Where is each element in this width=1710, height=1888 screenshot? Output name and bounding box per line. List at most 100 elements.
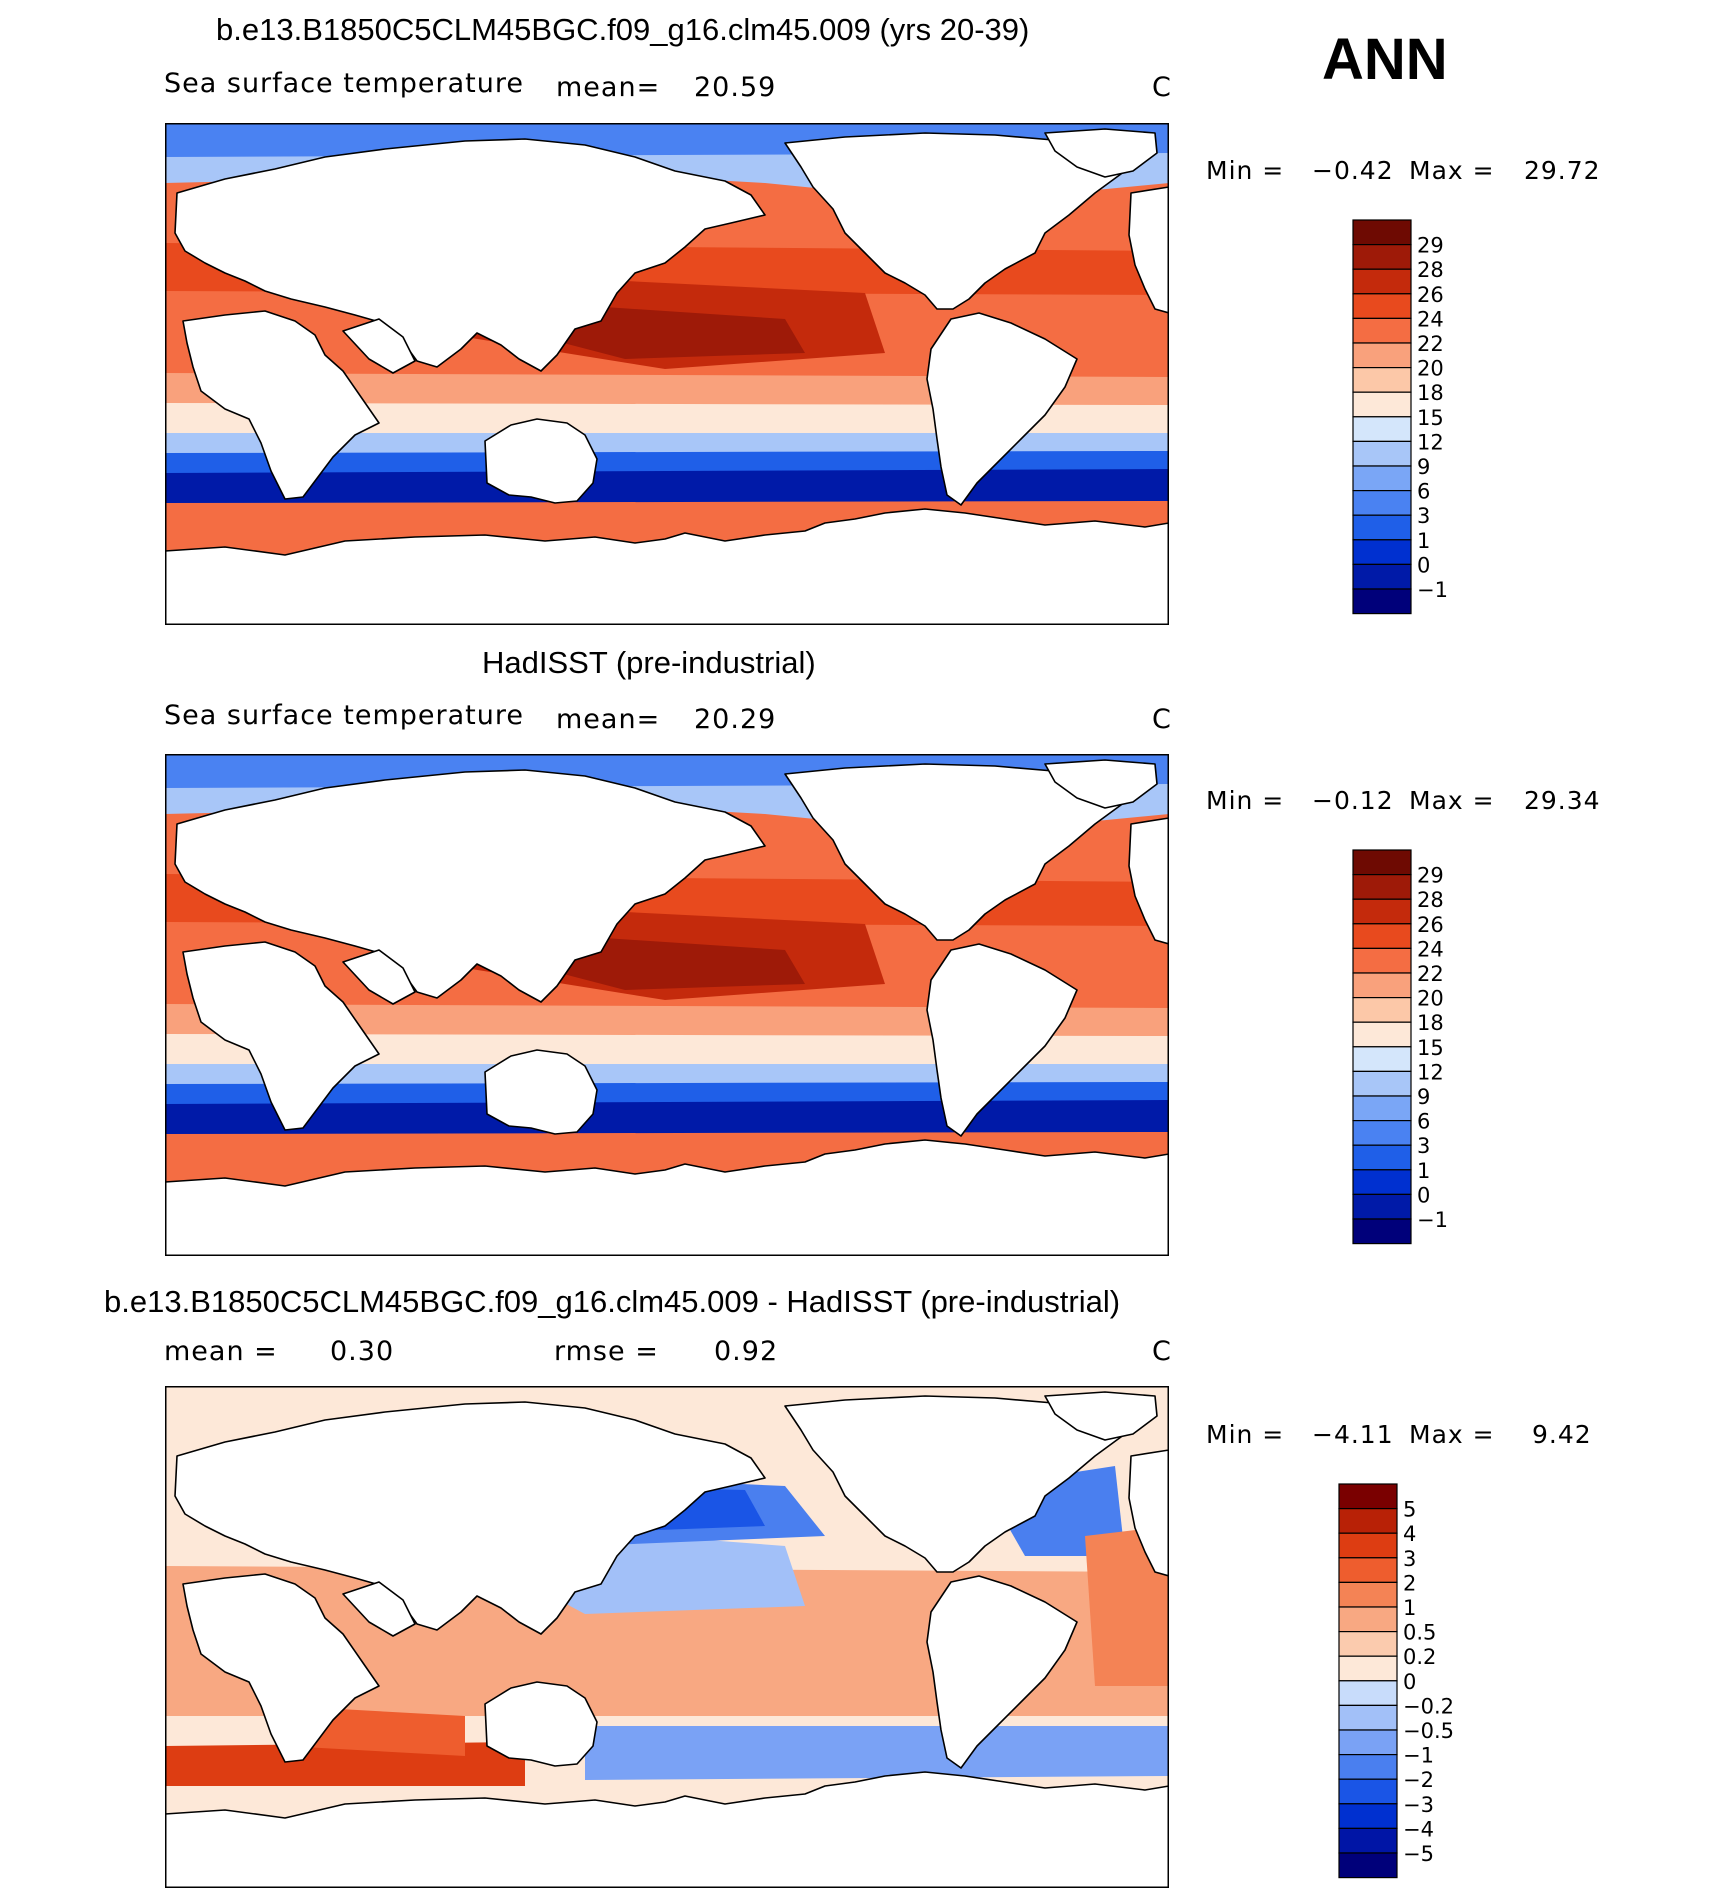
colorbar-box	[1352, 293, 1412, 320]
colorbar-tick-label: 0	[1403, 1670, 1416, 1694]
continents	[165, 128, 1169, 625]
colorbar-tick-label: 4	[1403, 1522, 1416, 1546]
panel-1-max-value: 29.72	[1524, 156, 1601, 185]
panel-1-map	[165, 123, 1169, 625]
colorbar-box	[1338, 1680, 1398, 1707]
colorbar-box	[1338, 1827, 1398, 1854]
panel-3-max-label: Max =	[1409, 1420, 1495, 1449]
colorbar-box	[1338, 1581, 1398, 1608]
colorbar-box	[1352, 465, 1412, 492]
colorbar-tick-label: 12	[1417, 430, 1444, 454]
land-greenland	[1044, 128, 1158, 178]
panel-1-mean-value: 20.59	[694, 72, 777, 103]
panel-3-max-value: 9.42	[1532, 1420, 1592, 1449]
colorbar-box	[1352, 563, 1412, 590]
land-eurasia	[174, 769, 766, 1003]
colorbar-box	[1352, 874, 1412, 900]
colorbar-tick-label: 15	[1417, 1036, 1444, 1060]
colorbar-tick-label: 6	[1417, 480, 1430, 504]
colorbar-box	[1352, 1193, 1412, 1220]
colorbar-tick-label: 15	[1417, 406, 1444, 430]
colorbar-tick-label: 20	[1417, 987, 1444, 1011]
colorbar-tick-label: −0.5	[1403, 1719, 1454, 1743]
colorbar-box	[1352, 416, 1412, 443]
colorbar-box	[1352, 1070, 1412, 1097]
colorbar-tick-label: 29	[1417, 234, 1444, 258]
map-frame	[165, 754, 1169, 1256]
colorbar-tick-label: 24	[1417, 307, 1444, 331]
field-band-7	[165, 1034, 1169, 1072]
colorbar-box	[1352, 391, 1412, 418]
panel-3-rmse-value: 0.92	[714, 1336, 779, 1367]
panel-3-mean-value: 0.30	[330, 1336, 395, 1367]
colorbar-box	[1338, 1655, 1398, 1682]
land-south-america	[926, 312, 1078, 506]
field-band-10	[165, 1100, 1169, 1134]
panel-3-mean-label: mean =	[164, 1336, 278, 1367]
colorbar-box	[1352, 997, 1412, 1023]
colorbar-tick-label: 0.5	[1403, 1621, 1436, 1645]
colorbar-tick-label: 1	[1417, 529, 1430, 553]
colorbar-box	[1352, 1144, 1412, 1171]
land-arabia	[342, 1581, 416, 1637]
land-south-america	[926, 1575, 1078, 1769]
colorbar-tick-label: 9	[1417, 455, 1430, 479]
colorbar-box	[1352, 268, 1412, 295]
colorbar-tick-label: 6	[1417, 1110, 1430, 1134]
colorbar-box	[1352, 514, 1412, 541]
continents	[165, 759, 1169, 1256]
colorbar-box	[1352, 972, 1412, 999]
land-europe-east	[1128, 817, 1169, 945]
panel-1-units: C	[1152, 72, 1172, 103]
land-eurasia	[174, 1401, 766, 1635]
colorbar-box	[1338, 1557, 1398, 1584]
colorbar-box	[1352, 898, 1412, 925]
land-europe-east	[1128, 186, 1169, 314]
field-band-8	[165, 1064, 1169, 1088]
colorbar-box	[1352, 539, 1412, 565]
panel-1-min-label: Min =	[1206, 156, 1285, 185]
field-band-10	[165, 469, 1169, 503]
colorbar-tick-label: 24	[1417, 937, 1444, 961]
colorbar-box	[1352, 317, 1412, 344]
field-band-7	[165, 403, 1169, 441]
colorbar-tick-label: 3	[1417, 1134, 1430, 1158]
field-band-8	[165, 433, 1169, 457]
colorbar-tick-label: 28	[1417, 888, 1444, 912]
land-africa	[182, 941, 380, 1131]
colorbar-box	[1338, 1508, 1398, 1534]
colorbar-box	[1352, 367, 1412, 393]
colorbar-tick-label: 9	[1417, 1085, 1430, 1109]
colorbar-box	[1338, 1532, 1398, 1559]
colorbar-tick-label: 26	[1417, 283, 1444, 307]
colorbar-box	[1352, 244, 1412, 270]
field-band-8	[585, 1726, 1169, 1780]
land-greenland	[1044, 1391, 1158, 1441]
land-australia	[484, 1049, 598, 1135]
colorbar-box	[1338, 1729, 1398, 1756]
land-antarctica	[165, 508, 1169, 625]
panel-3-title: b.e13.B1850C5CLM45BGC.f09_g16.clm45.009 …	[104, 1284, 1121, 1319]
panel-3-rmse-label: rmse =	[554, 1336, 659, 1367]
colorbar-box	[1352, 440, 1412, 467]
panel-1-mean-label: mean=	[556, 72, 661, 103]
colorbar-tick-label: 26	[1417, 913, 1444, 937]
colorbar-box	[1352, 219, 1412, 246]
panel-3-min-value: −4.11	[1312, 1420, 1394, 1449]
colorbar-box	[1352, 1169, 1412, 1195]
season-label: ANN	[1322, 27, 1448, 92]
colorbar-tick-label: 1	[1417, 1159, 1430, 1183]
land-australia	[484, 1681, 598, 1767]
colorbar-tick-label: 0.2	[1403, 1645, 1436, 1669]
colorbar-tick-label: 29	[1417, 864, 1444, 888]
colorbar-tick-label: 18	[1417, 381, 1444, 405]
colorbar-tick-label: −4	[1403, 1817, 1434, 1841]
panel-3-map	[165, 1386, 1169, 1888]
panel-2-units: C	[1152, 704, 1172, 735]
colorbar-tick-label: 3	[1403, 1547, 1416, 1571]
colorbar-tick-label: 0	[1417, 553, 1430, 577]
panel-2-min-value: −0.12	[1312, 786, 1394, 815]
colorbar-tick-label: 0	[1417, 1183, 1430, 1207]
